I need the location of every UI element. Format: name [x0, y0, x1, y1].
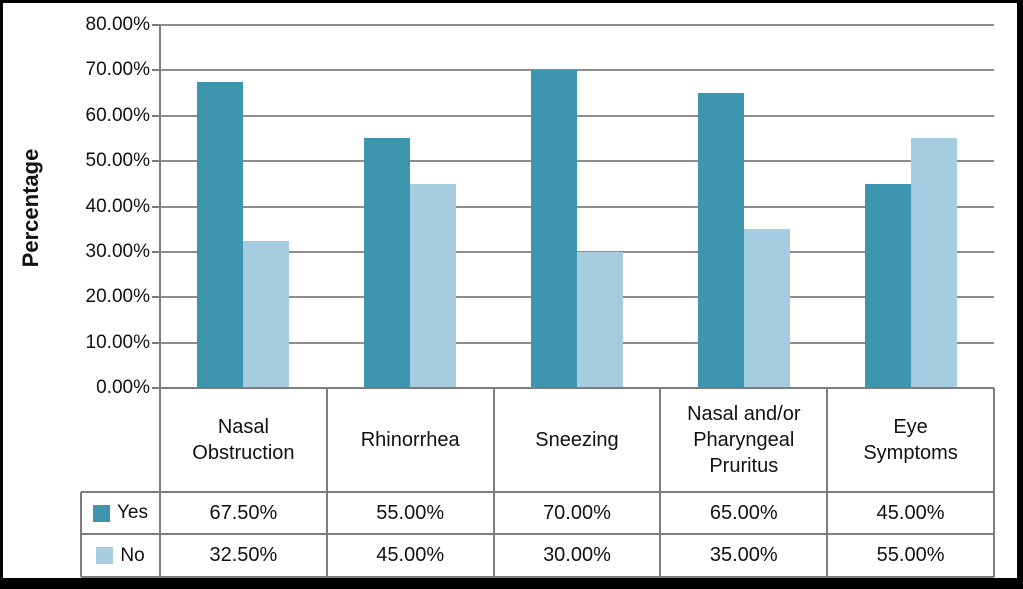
bar-yes-nasal-obstruction	[197, 81, 244, 388]
gridline	[160, 24, 994, 26]
gridline	[160, 205, 994, 208]
value-no-sneezing: 30.00%	[543, 544, 611, 566]
y-axis-tick	[152, 69, 160, 72]
table-col-border	[659, 388, 662, 577]
y-axis-tick	[152, 250, 160, 253]
bar-no-sneezing	[577, 251, 623, 388]
legend-yes: Yes	[81, 492, 160, 534]
y-axis-tick-label: 30.00%	[85, 240, 150, 262]
legend-label-yes: Yes	[117, 502, 148, 523]
value-yes-rhinorrhea: 55.00%	[376, 501, 445, 524]
gridline	[160, 114, 994, 117]
bar-no-rhinorrhea	[410, 183, 457, 388]
category-label-nasal-and-or-pharyngeal-pruritus: Nasal and/or Pharyngeal Pruritus	[687, 403, 801, 477]
y-axis-tick	[152, 341, 160, 344]
bar-no-nasal-obstruction	[243, 240, 290, 388]
category-label-sneezing: Sneezing	[535, 429, 619, 451]
chart-background	[3, 3, 1017, 578]
table-row-border	[81, 491, 994, 493]
legend-swatch-no	[96, 547, 114, 564]
y-axis-tick	[152, 24, 160, 26]
value-yes-nasal-and-or-pharyngeal-pruritus: 65.00%	[709, 501, 778, 524]
legend-no: No	[81, 534, 160, 577]
y-axis-tick-label: 50.00%	[85, 150, 150, 172]
y-axis-tick-label: 10.00%	[85, 331, 150, 353]
x-axis-line	[160, 387, 994, 389]
table-col-border	[993, 388, 995, 577]
value-no-nasal-obstruction: 32.50%	[209, 544, 278, 566]
y-axis-tick	[152, 205, 160, 208]
y-axis-tick-label: 70.00%	[85, 59, 150, 81]
y-axis-tick-label: 40.00%	[85, 195, 150, 217]
y-axis-tick	[152, 296, 160, 299]
table-row-border	[81, 533, 994, 535]
table-col-border	[325, 388, 328, 577]
value-yes-nasal-obstruction: 67.50%	[209, 501, 278, 524]
table-row-border	[81, 576, 994, 578]
bar-yes-rhinorrhea	[364, 138, 411, 388]
category-label-eye-symptoms: Eye Symptoms	[863, 416, 958, 464]
value-no-rhinorrhea: 45.00%	[376, 544, 445, 566]
y-axis-tick	[152, 387, 160, 389]
bar-yes-eye-symptoms	[864, 183, 911, 388]
bar-no-nasal-and-or-pharyngeal-pruritus	[743, 229, 790, 388]
gridline	[160, 160, 994, 163]
bar-no-eye-symptoms	[910, 138, 957, 388]
y-axis-tick	[152, 114, 160, 117]
table-col-border	[492, 388, 495, 577]
table-col-border	[826, 388, 829, 577]
y-axis-tick-label: 60.00%	[85, 104, 150, 126]
y-axis-tick-label: 20.00%	[85, 286, 150, 308]
value-no-eye-symptoms: 55.00%	[876, 544, 945, 566]
legend-swatch-yes	[93, 504, 110, 522]
y-axis-tick-label: 0.00%	[96, 377, 150, 398]
value-yes-eye-symptoms: 45.00%	[876, 501, 945, 524]
legend-label-no: No	[120, 544, 145, 566]
gridline	[160, 69, 994, 72]
y-axis-tick	[152, 160, 160, 163]
y-axis-tick-label: 80.00%	[85, 14, 150, 35]
value-no-nasal-and-or-pharyngeal-pruritus: 35.00%	[709, 544, 778, 566]
value-yes-sneezing: 70.00%	[543, 501, 611, 524]
category-label-nasal-obstruction: Nasal Obstruction	[192, 416, 295, 464]
table-col-border	[80, 492, 82, 577]
category-label-rhinorrhea: Rhinorrhea	[360, 429, 460, 451]
bar-yes-sneezing	[531, 70, 577, 388]
bar-yes-nasal-and-or-pharyngeal-pruritus	[697, 93, 744, 388]
y-axis-line	[159, 25, 161, 577]
